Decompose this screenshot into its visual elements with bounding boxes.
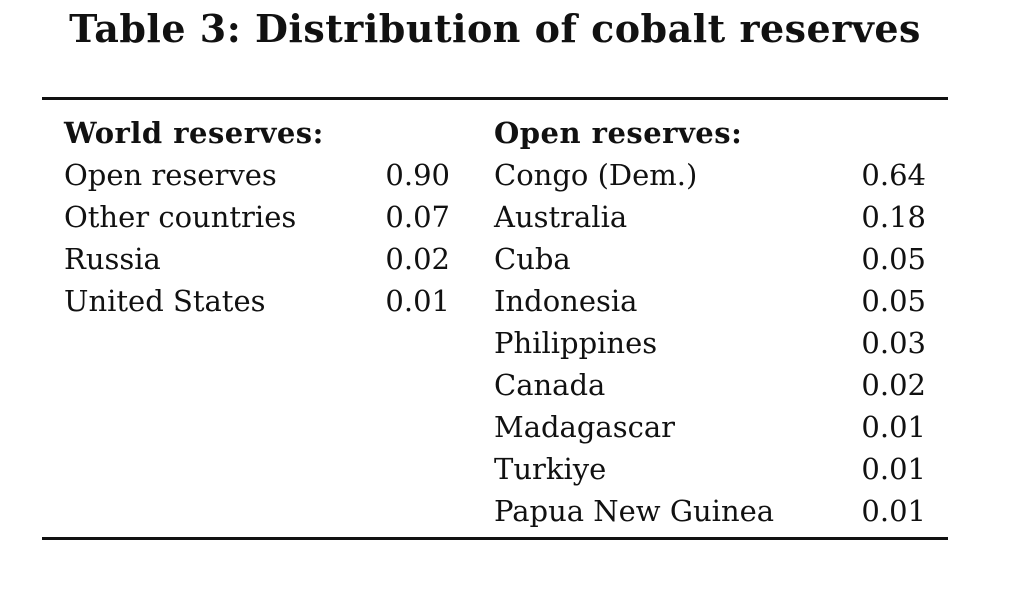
share-value: 0.01 <box>861 494 926 528</box>
share-value: 0.90 <box>385 158 450 192</box>
country-name: Canada <box>494 368 606 402</box>
share-value: 0.07 <box>385 200 450 234</box>
table-row: Open reserves 0.90 <box>64 154 450 196</box>
table-row: United States 0.01 <box>64 280 450 322</box>
country-name: Papua New Guinea <box>494 494 775 528</box>
table-row: Canada 0.02 <box>494 364 926 406</box>
open-reserves-heading: Open reserves: <box>494 116 743 150</box>
bottom-rule <box>42 537 948 540</box>
country-name: Madagascar <box>494 410 675 444</box>
share-value: 0.02 <box>385 242 450 276</box>
share-value: 0.01 <box>861 452 926 486</box>
share-value: 0.05 <box>861 242 926 276</box>
share-value: 0.02 <box>861 368 926 402</box>
world-reserves-column: World reserves: Open reserves 0.90 Other… <box>64 112 450 322</box>
table-row: Congo (Dem.) 0.64 <box>494 154 926 196</box>
country-name: Australia <box>494 200 628 234</box>
table-row: Australia 0.18 <box>494 196 926 238</box>
country-name: United States <box>64 284 266 318</box>
share-value: 0.03 <box>861 326 926 360</box>
country-name: Philippines <box>494 326 658 360</box>
table-row: Papua New Guinea 0.01 <box>494 490 926 532</box>
country-name: Indonesia <box>494 284 638 318</box>
share-value: 0.01 <box>861 410 926 444</box>
open-reserves-column: Open reserves: Congo (Dem.) 0.64 Austral… <box>494 112 926 532</box>
top-rule <box>42 97 948 100</box>
table-row: Cuba 0.05 <box>494 238 926 280</box>
table-title: Table 3: Distribution of cobalt reserves <box>69 6 921 51</box>
country-name: Congo (Dem.) <box>494 158 698 192</box>
country-name: Open reserves <box>64 158 277 192</box>
table-row: Other countries 0.07 <box>64 196 450 238</box>
share-value: 0.64 <box>861 158 926 192</box>
world-reserves-heading: World reserves: <box>64 116 324 150</box>
table-row: Turkiye 0.01 <box>494 448 926 490</box>
share-value: 0.18 <box>861 200 926 234</box>
share-value: 0.05 <box>861 284 926 318</box>
country-name: Other countries <box>64 200 297 234</box>
table-row: Russia 0.02 <box>64 238 450 280</box>
country-name: Cuba <box>494 242 571 276</box>
table-row: Philippines 0.03 <box>494 322 926 364</box>
country-name: Russia <box>64 242 161 276</box>
table-row: Madagascar 0.01 <box>494 406 926 448</box>
table-row: Indonesia 0.05 <box>494 280 926 322</box>
share-value: 0.01 <box>385 284 450 318</box>
country-name: Turkiye <box>494 452 607 486</box>
